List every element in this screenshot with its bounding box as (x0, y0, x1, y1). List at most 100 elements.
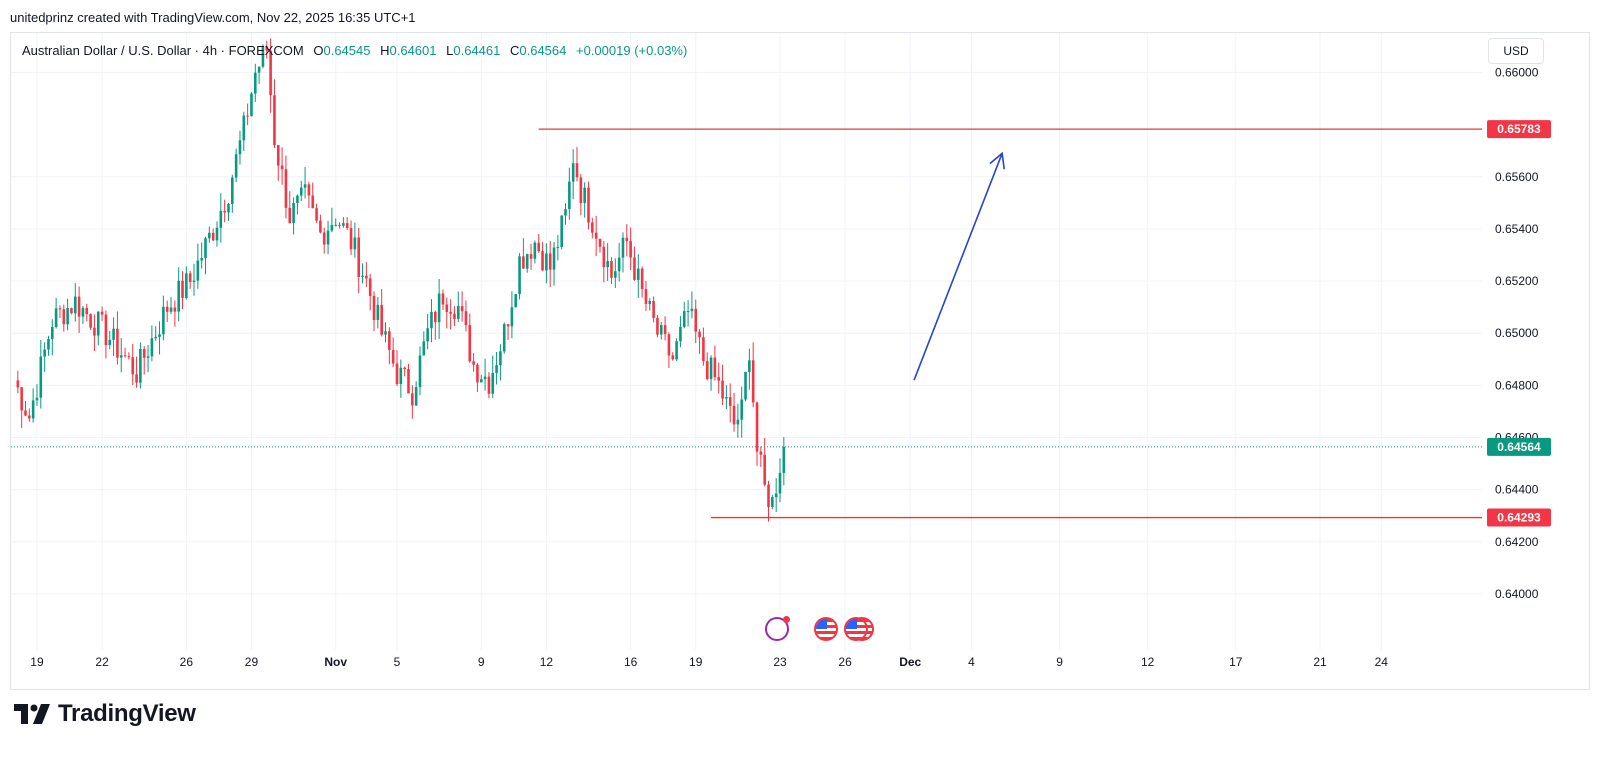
candle-body (372, 295, 376, 321)
candle-body (303, 184, 307, 188)
candle-body (322, 232, 326, 245)
candle-body (495, 365, 498, 373)
candle-body (81, 307, 85, 317)
candle-body (407, 369, 410, 394)
current-price-label: 0.64564 (1497, 440, 1541, 454)
candle-body (502, 324, 506, 352)
candle-body (188, 273, 192, 283)
time-tick-label: 21 (1313, 655, 1327, 669)
candle-body (250, 93, 253, 117)
candle-body (418, 355, 422, 388)
candle-body (85, 307, 89, 315)
candle-body (533, 242, 537, 259)
support-price-label: 0.64293 (1497, 511, 1541, 525)
candle-body (633, 257, 636, 280)
candle-body (131, 357, 135, 375)
candle-body (552, 247, 556, 270)
candle-body (456, 306, 460, 319)
candle-body (192, 280, 196, 283)
candle-body (598, 238, 602, 247)
candle-body (273, 95, 276, 146)
price-tick-label: 0.64000 (1495, 587, 1539, 601)
candle-body (690, 308, 694, 311)
candle-body (181, 280, 184, 298)
candle-body (231, 177, 234, 204)
candle-body (744, 371, 747, 400)
candle-body (173, 307, 177, 312)
candle-body (326, 230, 330, 245)
symbol-legend: Australian Dollar / U.S. Dollar · 4h · F… (22, 43, 687, 58)
candle-body (384, 331, 387, 335)
candlestick-series (16, 38, 786, 522)
time-tick-label: 19 (689, 655, 703, 669)
candle-body (774, 493, 778, 498)
time-tick-label: 24 (1375, 655, 1389, 669)
time-tick-label: 29 (245, 655, 259, 669)
candle-body (334, 224, 338, 226)
candle-body (506, 324, 510, 327)
candle-body (606, 261, 609, 268)
candle-body (89, 314, 92, 328)
candle-body (330, 224, 334, 231)
candle-body (292, 203, 295, 224)
candle-body (602, 246, 606, 268)
candle-body (62, 309, 66, 325)
candle-body (43, 349, 46, 357)
chart-attribution: unitedprinz created with TradingView.com… (10, 10, 416, 25)
candle-body (39, 356, 43, 398)
candle-body (782, 446, 786, 473)
candle-body (518, 256, 521, 295)
candle-body (663, 325, 667, 335)
candle-body (545, 253, 548, 271)
candle-body (721, 380, 724, 399)
candle-body (403, 367, 406, 370)
candle-body (621, 237, 625, 258)
candle-body (70, 308, 73, 314)
candle-body (135, 374, 138, 383)
candle-body (529, 254, 533, 259)
candle-body (740, 399, 743, 420)
candle-body (629, 241, 632, 258)
candle-body (583, 187, 586, 204)
candle-body (430, 311, 433, 329)
us-flag-event-icon[interactable] (814, 617, 838, 641)
close-label: C (509, 43, 520, 58)
candle-body (119, 355, 123, 358)
candle-body (778, 472, 782, 494)
candle-body (24, 410, 27, 416)
candle-body (150, 338, 154, 357)
candle-body (617, 257, 621, 272)
time-axis: 19 22 26 29 Nov 5 9 12 16 19 23 26 Dec 4 9 12 17 21 24 (30, 655, 1388, 669)
candle-body (200, 258, 203, 261)
candle-body (579, 177, 583, 204)
candle-body (667, 334, 671, 356)
us-flag-event-icon[interactable] (844, 617, 868, 641)
currency-button[interactable]: USD (1488, 38, 1544, 64)
candle-body (759, 451, 763, 455)
candle-body (679, 326, 682, 342)
candle-body (146, 356, 150, 358)
time-tick-label: 16 (624, 655, 638, 669)
candle-body (177, 280, 180, 312)
candle-body (299, 187, 303, 196)
resistance-price-tag (1487, 120, 1551, 139)
chart-frame (10, 32, 1590, 690)
candle-body (315, 208, 318, 221)
candle-body (288, 207, 292, 224)
candle-body (100, 311, 104, 315)
candle-body (276, 145, 280, 166)
candle-body (139, 348, 142, 383)
close-value: 0.64564 (519, 43, 567, 58)
candle-body (93, 327, 96, 336)
time-tick-label: 26 (838, 655, 852, 669)
price-tick-label: 0.65400 (1495, 222, 1539, 236)
candle-body (414, 387, 418, 406)
candle-body (514, 294, 518, 308)
candle-body (28, 415, 31, 419)
candle-body (434, 311, 437, 323)
candle-body (491, 372, 495, 394)
candle-body (284, 169, 288, 208)
candle-body (705, 361, 709, 380)
lightning-event-icon[interactable] (765, 616, 790, 641)
